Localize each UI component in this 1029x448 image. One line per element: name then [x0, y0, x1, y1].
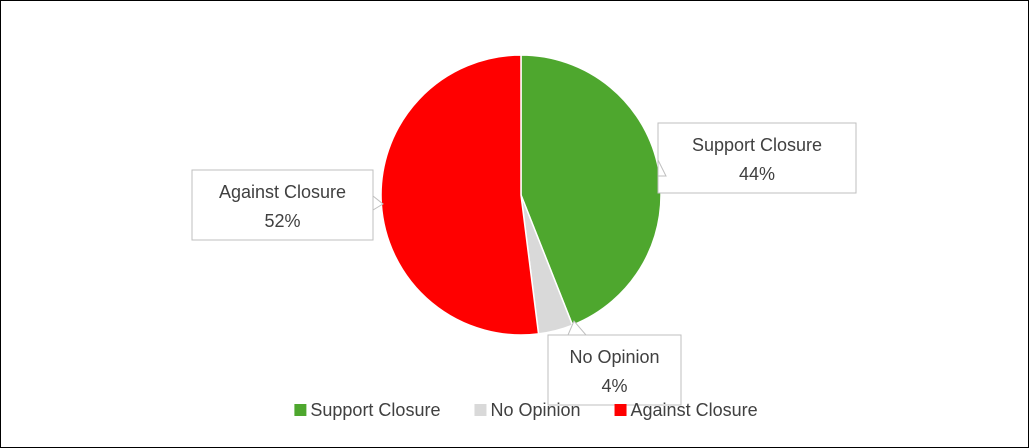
data-label-box — [547, 334, 682, 406]
data-label-box — [191, 169, 374, 241]
data-label-value: 44% — [739, 164, 775, 184]
legend-entry-against-closure: Against Closure — [614, 400, 758, 420]
data-label-value: 52% — [264, 211, 300, 231]
data-label-pointer — [567, 320, 588, 336]
data-label-value: 4% — [601, 376, 627, 396]
legend-entry-support-closure: Support Closure — [294, 400, 440, 420]
legend-swatch — [614, 404, 627, 416]
pie-slice-against-closure — [380, 54, 540, 336]
legend: Support Closure No Opinion Against Closure — [294, 400, 758, 420]
data-label-category: Against Closure — [219, 182, 346, 202]
data-label-pointer — [657, 159, 667, 177]
legend-label: No Opinion — [490, 400, 580, 420]
legend-swatch — [294, 404, 307, 416]
data-label-category: No Opinion — [569, 347, 659, 367]
data-label-pointer — [372, 194, 384, 211]
legend-swatch — [474, 404, 487, 416]
data-label-no-opinion: No Opinion 4% — [547, 320, 682, 406]
pie-slices — [380, 54, 662, 336]
data-label-box — [657, 122, 857, 194]
data-label-category: Support Closure — [692, 135, 822, 155]
legend-label: Against Closure — [631, 400, 758, 420]
data-label-support-closure: Support Closure 44% — [657, 122, 857, 194]
legend-entry-no-opinion: No Opinion — [474, 400, 581, 420]
data-label-against-closure: Against Closure 52% — [191, 169, 384, 241]
data-label-callouts: Support Closure 44% No Opinion 4% Against Cl… — [191, 122, 857, 406]
legend-label: Support Closure — [310, 400, 440, 420]
